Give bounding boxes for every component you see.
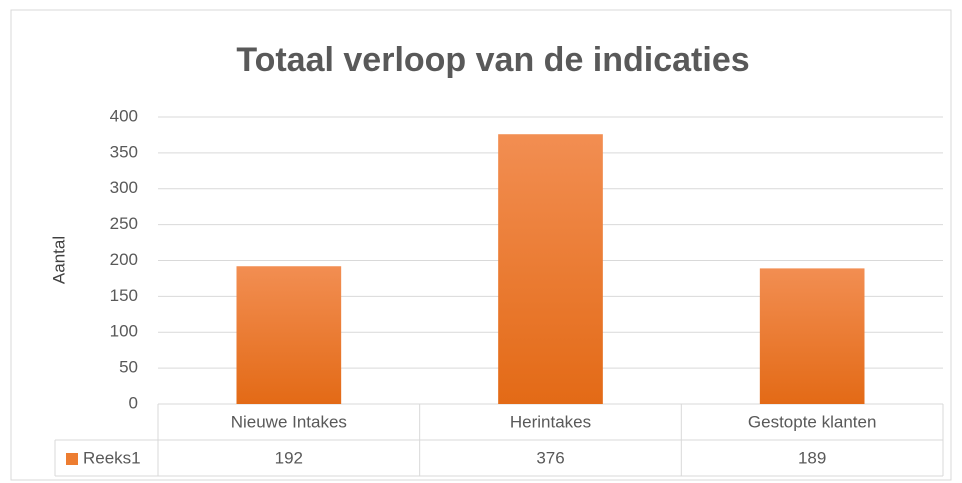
x-tick-label: Gestopte klanten	[748, 412, 877, 431]
legend-swatch	[66, 453, 78, 465]
bar	[236, 266, 342, 404]
bar	[759, 268, 865, 404]
legend-label: Reeks1	[83, 448, 141, 467]
chart-frame	[10, 9, 952, 481]
data-label: 189	[798, 448, 826, 467]
y-tick-label: 50	[119, 358, 138, 377]
x-tick-label: Herintakes	[510, 412, 591, 431]
y-tick-label: 250	[110, 214, 138, 233]
y-tick-label: 400	[110, 106, 138, 125]
chart-title: Totaal verloop van de indicaties	[236, 41, 749, 79]
y-tick-label: 350	[110, 142, 138, 161]
y-tick-label: 200	[110, 250, 138, 269]
y-tick-label: 100	[110, 322, 138, 341]
x-tick-label: Nieuwe Intakes	[231, 412, 347, 431]
y-tick-label: 150	[110, 286, 138, 305]
y-tick-label: 0	[129, 393, 138, 412]
y-tick-label: 300	[110, 178, 138, 197]
bar	[498, 134, 603, 404]
y-axis-label: Aantal	[49, 236, 68, 284]
data-label: 376	[536, 448, 564, 467]
data-label: 192	[275, 448, 303, 467]
